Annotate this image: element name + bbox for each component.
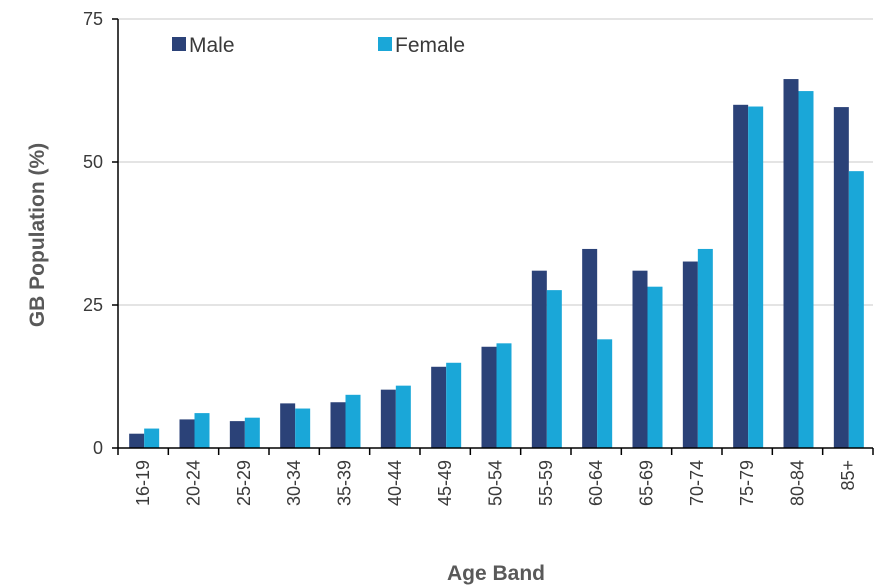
x-tick-label: 80-84 bbox=[788, 460, 808, 506]
bar-male-80-84 bbox=[783, 79, 799, 448]
bar-female-20-24 bbox=[194, 413, 210, 448]
bars bbox=[129, 79, 864, 449]
bar-male-35-39 bbox=[330, 402, 346, 448]
bar-male-20-24 bbox=[179, 419, 195, 448]
bar-male-60-64 bbox=[582, 248, 598, 448]
bar-male-30-34 bbox=[280, 403, 296, 448]
y-tick-label: 0 bbox=[93, 438, 103, 458]
bar-female-35-39 bbox=[345, 394, 361, 448]
x-tick-label: 25-29 bbox=[234, 460, 254, 506]
bar-male-40-44 bbox=[380, 389, 396, 448]
y-axis-title: GB Population (%) bbox=[26, 143, 49, 327]
legend-label-female: Female bbox=[395, 34, 465, 57]
legend-swatch-male bbox=[172, 37, 186, 51]
x-tick-labels: 16-19 20-24 25-29 30-34 35-39 40-44 45-49 50-54… bbox=[133, 460, 858, 506]
x-tick-label: 45-49 bbox=[435, 460, 455, 506]
bar-male-50-54 bbox=[481, 346, 497, 448]
x-tick-label: 30-34 bbox=[284, 460, 304, 506]
bar-male-55-59 bbox=[531, 270, 547, 448]
x-axis-title: Age Band bbox=[447, 562, 545, 585]
y-tick-labels: 0 25 50 75 bbox=[83, 9, 103, 458]
x-tick-label: 20-24 bbox=[184, 460, 204, 506]
bar-male-85+ bbox=[833, 107, 849, 448]
bar-female-65-69 bbox=[647, 286, 663, 448]
bar-female-50-54 bbox=[496, 343, 512, 448]
bar-male-70-74 bbox=[682, 261, 698, 448]
legend: Male Female bbox=[172, 34, 465, 57]
bar-female-16-19 bbox=[144, 428, 160, 448]
x-tick-label: 35-39 bbox=[335, 460, 355, 506]
legend-swatch-female bbox=[378, 37, 392, 51]
bar-female-30-34 bbox=[295, 408, 311, 448]
x-tick-label: 40-44 bbox=[385, 460, 405, 506]
legend-label-male: Male bbox=[189, 34, 235, 57]
x-tick-label: 85+ bbox=[838, 460, 858, 491]
y-tick-label: 75 bbox=[83, 9, 103, 29]
x-tick-label: 55-59 bbox=[536, 460, 556, 506]
bar-female-25-29 bbox=[244, 417, 260, 448]
y-tick-label: 50 bbox=[83, 152, 103, 172]
bar-male-45-49 bbox=[431, 366, 447, 448]
bar-female-55-59 bbox=[546, 290, 562, 448]
axes bbox=[112, 18, 874, 455]
bar-female-75-79 bbox=[748, 106, 764, 449]
x-tick-label: 50-54 bbox=[486, 460, 506, 506]
bar-female-45-49 bbox=[446, 362, 462, 448]
bar-male-65-69 bbox=[632, 270, 648, 448]
bar-male-16-19 bbox=[129, 433, 145, 448]
x-tick-label: 70-74 bbox=[687, 460, 707, 506]
x-tick-label: 65-69 bbox=[637, 460, 657, 506]
y-tick-label: 25 bbox=[83, 295, 103, 315]
x-tick-label: 16-19 bbox=[133, 460, 153, 506]
bar-male-25-29 bbox=[229, 421, 245, 448]
bar-female-85+ bbox=[848, 171, 864, 449]
x-tick-label: 60-64 bbox=[586, 460, 606, 506]
bar-female-80-84 bbox=[798, 91, 814, 449]
bar-male-75-79 bbox=[733, 104, 749, 449]
bar-female-70-74 bbox=[697, 248, 713, 448]
bar-female-40-44 bbox=[395, 385, 411, 448]
bar-female-60-64 bbox=[597, 339, 613, 448]
x-tick-label: 75-79 bbox=[737, 460, 757, 506]
